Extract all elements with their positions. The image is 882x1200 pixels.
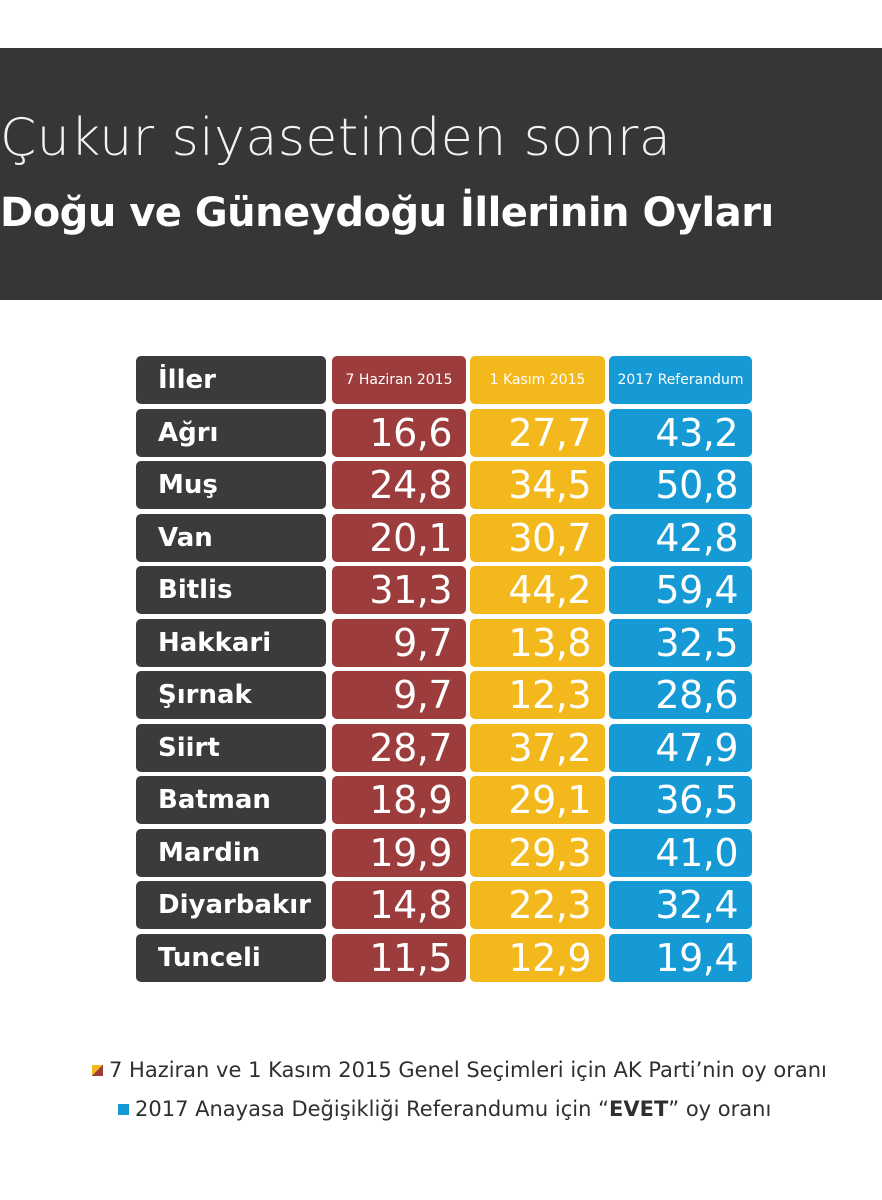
value-cell-kasim-2015: 13,8 xyxy=(470,619,605,667)
legend-item-elections: 7 Haziran ve 1 Kasım 2015 Genel Seçimler… xyxy=(92,1058,827,1082)
value-cell-haziran-2015: 14,8 xyxy=(332,881,466,929)
city-label: Tunceli xyxy=(136,934,326,982)
value-cell-haziran-2015: 20,1 xyxy=(332,514,466,562)
legend-label-referendum: 2017 Anayasa Değişikliği Referandumu içi… xyxy=(135,1097,772,1121)
value-cell-referandum-2017: 19,4 xyxy=(609,934,752,982)
results-table: İller 7 Haziran 2015 1 Kasım 2015 2017 Refe… xyxy=(136,356,752,994)
value-cell-haziran-2015: 18,9 xyxy=(332,776,466,824)
value-cell-haziran-2015: 31,3 xyxy=(332,566,466,614)
value-cell-referandum-2017: 36,5 xyxy=(609,776,752,824)
legend-item-referendum: 2017 Anayasa Değişikliği Referandumu içi… xyxy=(118,1097,771,1121)
page-subtitle: Doğu ve Güneydoğu İllerinin Oyları xyxy=(0,190,774,236)
value-cell-kasim-2015: 29,1 xyxy=(470,776,605,824)
city-label: Muş xyxy=(136,461,326,509)
city-label: Ağrı xyxy=(136,409,326,457)
value-cell-referandum-2017: 32,5 xyxy=(609,619,752,667)
city-label: Hakkari xyxy=(136,619,326,667)
legend-swatch-referendum xyxy=(118,1103,129,1115)
value-cell-kasim-2015: 34,5 xyxy=(470,461,605,509)
column-header-referandum-2017: 2017 Referandum xyxy=(609,356,752,404)
value-cell-referandum-2017: 32,4 xyxy=(609,881,752,929)
value-cell-referandum-2017: 47,9 xyxy=(609,724,752,772)
city-label: Siirt xyxy=(136,724,326,772)
value-cell-haziran-2015: 16,6 xyxy=(332,409,466,457)
value-cell-referandum-2017: 50,8 xyxy=(609,461,752,509)
value-cell-kasim-2015: 29,3 xyxy=(470,829,605,877)
city-label: Van xyxy=(136,514,326,562)
city-label: Bitlis xyxy=(136,566,326,614)
value-cell-kasim-2015: 22,3 xyxy=(470,881,605,929)
value-cell-referandum-2017: 42,8 xyxy=(609,514,752,562)
value-cell-referandum-2017: 43,2 xyxy=(609,409,752,457)
value-cell-haziran-2015: 24,8 xyxy=(332,461,466,509)
value-cell-kasim-2015: 37,2 xyxy=(470,724,605,772)
value-cell-haziran-2015: 9,7 xyxy=(332,619,466,667)
legend-swatch-elections xyxy=(92,1064,103,1076)
value-cell-haziran-2015: 9,7 xyxy=(332,671,466,719)
value-cell-kasim-2015: 12,9 xyxy=(470,934,605,982)
value-cell-referandum-2017: 59,4 xyxy=(609,566,752,614)
column-header-city: İller xyxy=(136,356,326,404)
value-cell-haziran-2015: 28,7 xyxy=(332,724,466,772)
city-label: Mardin xyxy=(136,829,326,877)
value-cell-kasim-2015: 27,7 xyxy=(470,409,605,457)
city-label: Diyarbakır xyxy=(136,881,326,929)
value-cell-haziran-2015: 11,5 xyxy=(332,934,466,982)
value-cell-referandum-2017: 41,0 xyxy=(609,829,752,877)
column-header-kasim-2015: 1 Kasım 2015 xyxy=(470,356,605,404)
header-banner xyxy=(0,48,882,300)
page-title: Çukur siyasetinden sonra xyxy=(0,108,672,168)
legend-label-elections: 7 Haziran ve 1 Kasım 2015 Genel Seçimler… xyxy=(109,1058,827,1082)
value-cell-kasim-2015: 12,3 xyxy=(470,671,605,719)
column-header-haziran-2015: 7 Haziran 2015 xyxy=(332,356,466,404)
value-cell-kasim-2015: 30,7 xyxy=(470,514,605,562)
city-label: Şırnak xyxy=(136,671,326,719)
value-cell-haziran-2015: 19,9 xyxy=(332,829,466,877)
city-label: Batman xyxy=(136,776,326,824)
value-cell-referandum-2017: 28,6 xyxy=(609,671,752,719)
value-cell-kasim-2015: 44,2 xyxy=(470,566,605,614)
